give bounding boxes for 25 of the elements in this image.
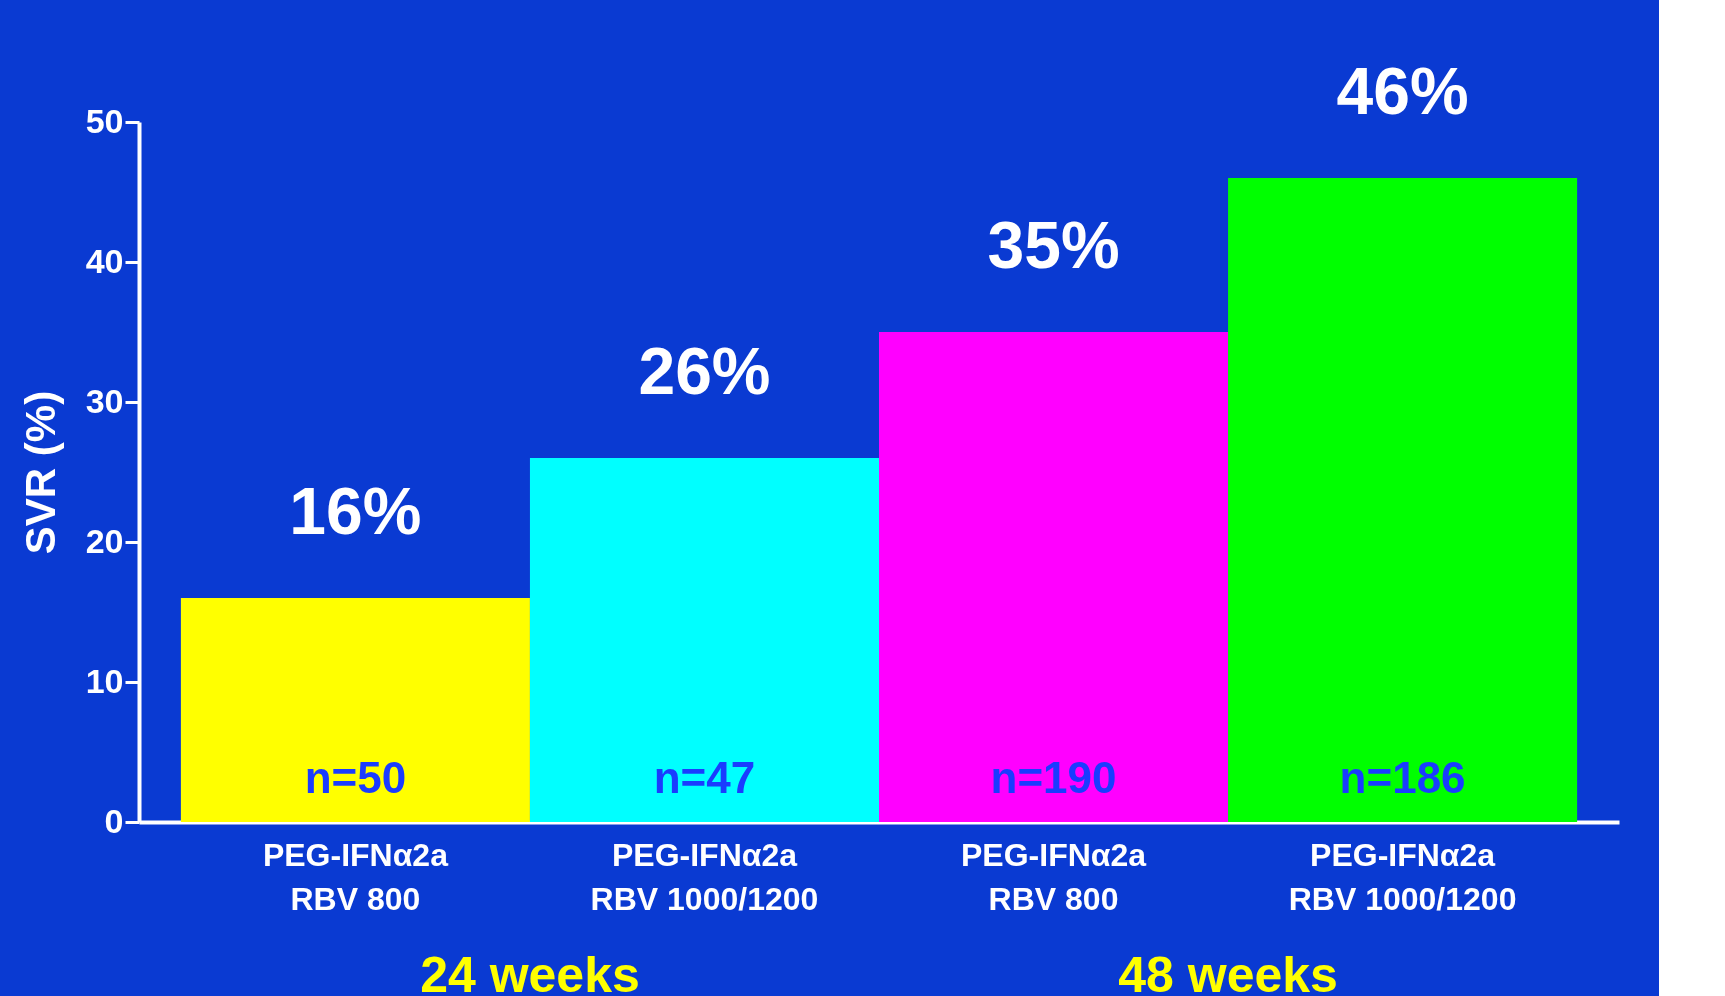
annotation: n=186 [1339,753,1466,802]
x-tick-label: PEG-IFNα2a RBV 1000/1200 [1288,836,1517,917]
bar [1228,178,1578,822]
y-tick-label: 20 [85,521,124,560]
x-tick-label: PEG-IFNα2a RBV 1000/1200 [590,836,819,917]
x-tick-label: PEG-IFNα2a RBV 800 [262,836,449,917]
text: 24 weeks [420,947,640,996]
data-label: 46% [1336,54,1469,128]
y-tick-label: 10 [85,661,124,700]
bar [879,332,1229,822]
bar [180,598,530,822]
y-axis-title: SVR (%) [16,390,64,555]
y-tick-label: 50 [85,101,124,140]
y-tick-label: 30 [85,381,124,420]
annotation: n=47 [653,753,756,802]
data-label: 26% [638,334,771,408]
text: 48 weeks [1118,947,1338,996]
data-label: 16% [289,474,422,548]
y-tick-label: 0 [104,801,124,840]
annotation: n=190 [990,753,1117,802]
x-tick-label: PEG-IFNα2a RBV 800 [961,836,1147,917]
y-tick-label: 40 [85,241,124,280]
bar [529,458,879,822]
annotation: n=50 [304,753,407,802]
data-label: 35% [987,208,1120,282]
